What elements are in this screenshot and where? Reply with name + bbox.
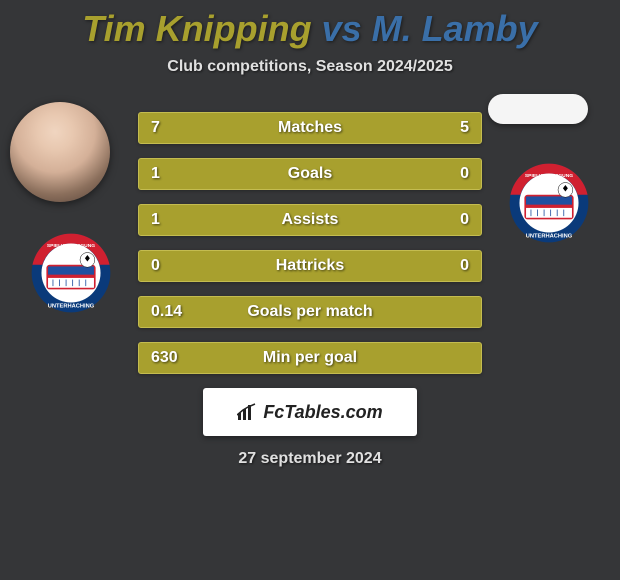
player1-avatar <box>10 102 110 202</box>
stats-container: SPIELVEREINIGUNG UNTERHACHING SPIELVEREI… <box>0 112 620 468</box>
stat-row: 630 Min per goal <box>138 342 482 374</box>
player1-club-badge: SPIELVEREINIGUNG UNTERHACHING <box>30 232 112 314</box>
club-badge-icon: SPIELVEREINIGUNG UNTERHACHING <box>30 232 112 314</box>
stat-label: Goals per match <box>139 303 481 321</box>
stat-row: 1 Assists 0 <box>138 204 482 236</box>
stat-right-value: 0 <box>460 165 469 183</box>
stat-row: 7 Matches 5 <box>138 112 482 144</box>
player2-avatar <box>488 94 588 124</box>
stat-label: Assists <box>139 211 481 229</box>
comparison-title: Tim Knipping vs M. Lamby <box>0 0 620 50</box>
vs-text: vs <box>322 8 362 49</box>
stat-left-value: 7 <box>151 119 160 137</box>
stat-row: 0 Hattricks 0 <box>138 250 482 282</box>
chart-icon <box>237 403 257 421</box>
stat-right-value: 0 <box>460 257 469 275</box>
stat-label: Hattricks <box>139 257 481 275</box>
svg-text:UNTERHACHING: UNTERHACHING <box>526 233 573 239</box>
date-text: 27 september 2024 <box>0 450 620 468</box>
club-badge-icon: SPIELVEREINIGUNG UNTERHACHING <box>508 162 590 244</box>
brand-text: FcTables.com <box>263 402 382 423</box>
stat-left-value: 630 <box>151 349 178 367</box>
stat-label: Goals <box>139 165 481 183</box>
stat-right-value: 0 <box>460 211 469 229</box>
player2-name: M. Lamby <box>372 8 538 49</box>
svg-text:UNTERHACHING: UNTERHACHING <box>48 303 95 309</box>
stat-row: 1 Goals 0 <box>138 158 482 190</box>
stat-left-value: 0 <box>151 257 160 275</box>
stat-left-value: 1 <box>151 165 160 183</box>
subtitle: Club competitions, Season 2024/2025 <box>0 58 620 76</box>
player2-club-badge: SPIELVEREINIGUNG UNTERHACHING <box>508 162 590 244</box>
stat-row: 0.14 Goals per match <box>138 296 482 328</box>
stat-left-value: 1 <box>151 211 160 229</box>
player1-name: Tim Knipping <box>82 8 311 49</box>
stat-bars: 7 Matches 5 1 Goals 0 1 Assists 0 0 Hatt… <box>138 112 482 374</box>
brand-link[interactable]: FcTables.com <box>203 388 417 436</box>
stat-label: Min per goal <box>139 349 481 367</box>
stat-label: Matches <box>139 119 481 137</box>
stat-right-value: 5 <box>460 119 469 137</box>
stat-left-value: 0.14 <box>151 303 182 321</box>
